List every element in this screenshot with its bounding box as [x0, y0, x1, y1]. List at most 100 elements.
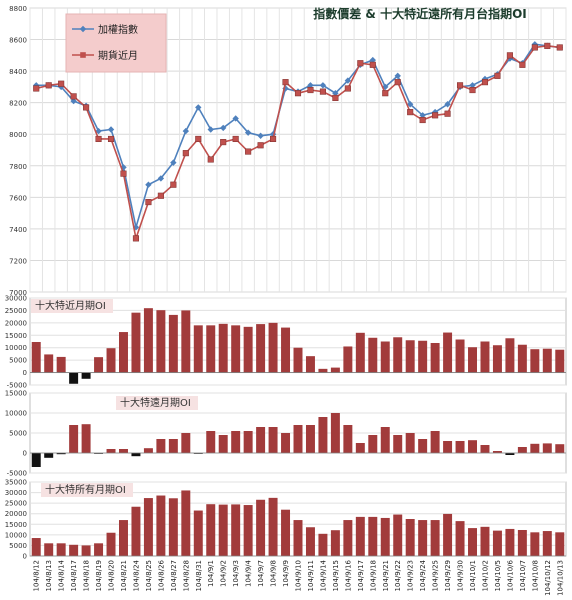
x-tick-label: 104/8/21	[120, 560, 128, 591]
panel-title-bg	[116, 396, 198, 410]
bar	[31, 538, 41, 556]
bar	[231, 325, 241, 373]
bar	[355, 443, 365, 453]
bar	[56, 356, 66, 373]
bar	[69, 544, 79, 556]
bar	[368, 337, 378, 373]
x-tick-label: 104/9/29	[444, 560, 452, 591]
data-point	[332, 90, 339, 97]
data-point	[357, 60, 364, 67]
chart-title: 指數價差 & 十大特近遠所有月台指期OI	[313, 6, 527, 21]
data-point	[319, 82, 327, 89]
y-tick-label: 10000	[5, 344, 27, 352]
data-point	[444, 101, 451, 108]
x-tick-label: 104/9/24	[419, 559, 427, 591]
bar	[156, 310, 166, 373]
x-tick-label: 104/9/7	[257, 560, 265, 587]
data-point	[232, 135, 239, 143]
bar	[106, 348, 116, 373]
y-tick-label: 7600	[9, 194, 27, 202]
bar	[231, 504, 241, 556]
bar	[468, 347, 477, 373]
x-tick-label: 104/9/3	[232, 560, 240, 587]
data-point	[145, 181, 152, 188]
bar	[281, 433, 291, 453]
bar	[81, 424, 91, 453]
bar	[318, 533, 328, 556]
panel-title: 十大特所有月期OI	[45, 483, 126, 496]
bar	[305, 356, 315, 373]
x-tick-label: 104/9/17	[357, 560, 365, 591]
bar	[56, 543, 66, 556]
bar	[256, 499, 266, 556]
bar	[380, 517, 390, 556]
bar	[231, 431, 241, 453]
bar	[455, 339, 465, 373]
panel-title-bg	[31, 299, 113, 313]
x-tick-label: 104/9/1	[207, 560, 215, 587]
bar	[81, 545, 91, 556]
y-tick-label: 7000	[9, 289, 27, 297]
bar	[218, 504, 228, 556]
bar	[193, 325, 203, 373]
data-point	[182, 127, 190, 135]
bar	[430, 342, 440, 373]
data-point	[294, 90, 302, 97]
x-tick-label: 104/8/17	[70, 560, 78, 591]
y-tick-label: 15000	[5, 390, 27, 398]
bar	[168, 439, 178, 453]
bar	[455, 441, 465, 453]
data-point	[307, 86, 314, 94]
bar	[206, 504, 216, 556]
bar	[517, 447, 527, 453]
data-point	[419, 116, 426, 124]
bar	[156, 495, 166, 556]
bar	[405, 519, 415, 556]
bar	[131, 506, 141, 556]
bar	[143, 308, 153, 373]
data-point	[207, 156, 214, 163]
y-tick-label: 10000	[5, 410, 27, 418]
x-tick-label: 104/8/14	[58, 559, 66, 591]
bar	[380, 427, 390, 453]
data-point	[282, 79, 289, 86]
bar	[443, 332, 453, 373]
x-tick-label: 104/8/28	[182, 560, 190, 591]
data-point	[544, 42, 551, 49]
bar	[181, 490, 191, 556]
y-tick-label: 0	[23, 553, 27, 561]
data-point	[132, 235, 140, 242]
legend-marker	[79, 25, 87, 33]
data-point	[556, 44, 563, 51]
bar	[492, 345, 502, 373]
bar	[530, 532, 540, 556]
bar	[243, 505, 253, 556]
bar	[94, 543, 104, 556]
x-tick-label: 104/8/24	[132, 559, 140, 591]
y-tick-label: 0	[23, 369, 27, 377]
data-point	[432, 112, 439, 119]
x-tick-label: 104/10/12	[544, 560, 552, 596]
y-tick-label: 8800	[9, 5, 27, 13]
x-tick-label: 104/9/15	[332, 560, 340, 591]
bar	[81, 372, 91, 379]
data-point	[157, 175, 165, 182]
data-point	[369, 61, 376, 68]
bar	[405, 340, 415, 373]
x-tick-label: 104/9/21	[382, 560, 390, 591]
bar	[168, 498, 178, 556]
data-point	[257, 142, 264, 149]
x-tick-label: 104/9/8	[270, 560, 278, 587]
x-tick-label: 104/9/30	[457, 560, 465, 591]
bar	[542, 348, 552, 373]
x-tick-label: 104/9/23	[407, 560, 415, 591]
y-tick-label: 25000	[5, 307, 27, 315]
bar	[355, 516, 365, 556]
bar	[31, 341, 41, 373]
bar	[455, 521, 465, 556]
bar	[305, 425, 315, 453]
panel-title: 十大特遠月期OI	[120, 396, 191, 409]
bar	[542, 531, 552, 556]
bar	[69, 372, 79, 384]
